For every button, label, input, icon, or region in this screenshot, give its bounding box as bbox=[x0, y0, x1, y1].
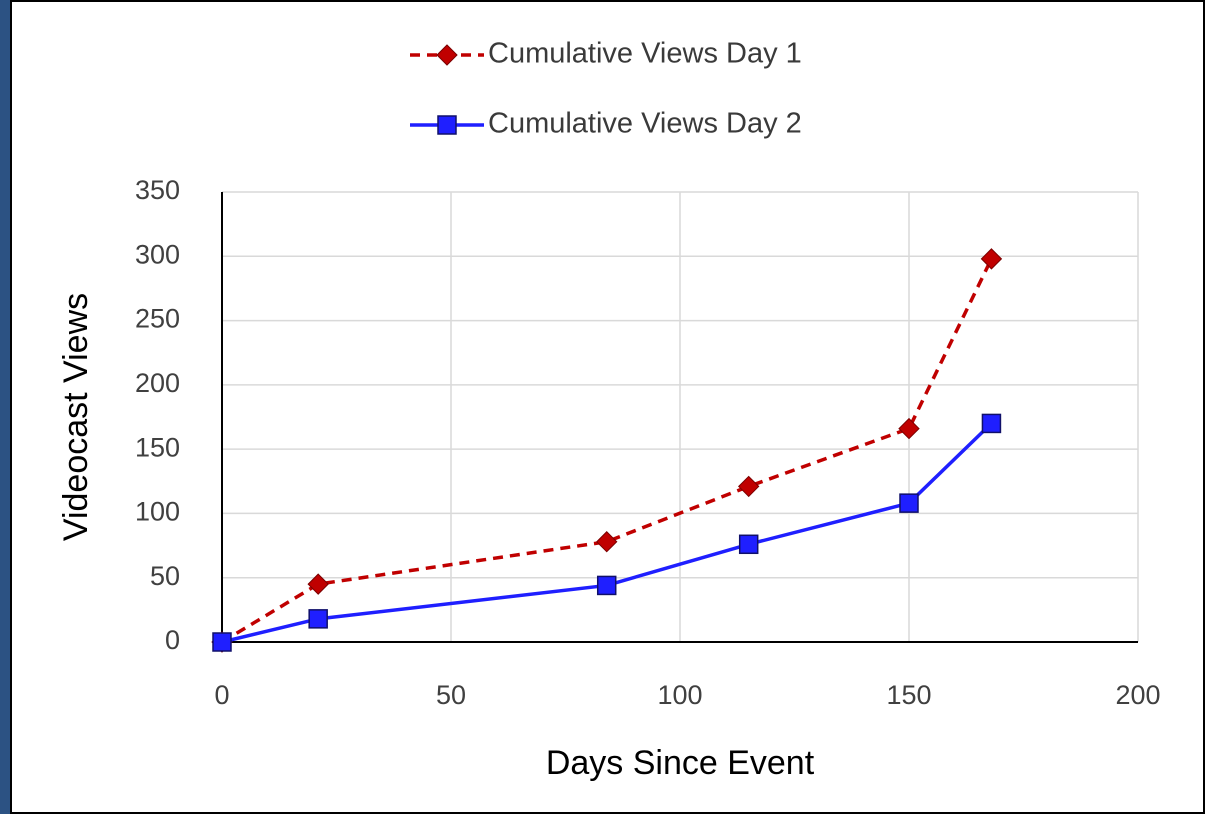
y-tick-label: 50 bbox=[150, 561, 180, 591]
legend-label: Cumulative Views Day 1 bbox=[488, 38, 802, 70]
y-tick-label: 0 bbox=[165, 625, 180, 655]
marker bbox=[438, 116, 456, 134]
x-axis-title: Days Since Event bbox=[546, 744, 815, 782]
x-tick-label: 200 bbox=[1115, 680, 1160, 710]
x-tick-label: 100 bbox=[657, 680, 702, 710]
x-tick-label: 150 bbox=[886, 680, 931, 710]
y-tick-label: 200 bbox=[135, 368, 180, 398]
y-axis-title: Videocast Views bbox=[57, 293, 95, 541]
y-tick-label: 350 bbox=[135, 175, 180, 205]
page: Days Since Event Videocast Views 0 50 100 1… bbox=[0, 0, 1205, 814]
marker bbox=[740, 535, 758, 553]
marker bbox=[598, 576, 616, 594]
legend-label: Cumulative Views Day 2 bbox=[488, 108, 802, 140]
y-tick-label: 100 bbox=[135, 497, 180, 527]
y-tick-label: 250 bbox=[135, 304, 180, 334]
y-tick-label: 300 bbox=[135, 239, 180, 269]
x-tick-label: 0 bbox=[214, 680, 229, 710]
marker bbox=[982, 414, 1000, 432]
marker bbox=[900, 494, 918, 512]
marker bbox=[309, 610, 327, 628]
y-tick-label: 150 bbox=[135, 432, 180, 462]
x-tick-label: 50 bbox=[436, 680, 466, 710]
marker bbox=[213, 633, 231, 651]
chart: Days Since Event Videocast Views 0 50 100 1… bbox=[0, 0, 1205, 814]
